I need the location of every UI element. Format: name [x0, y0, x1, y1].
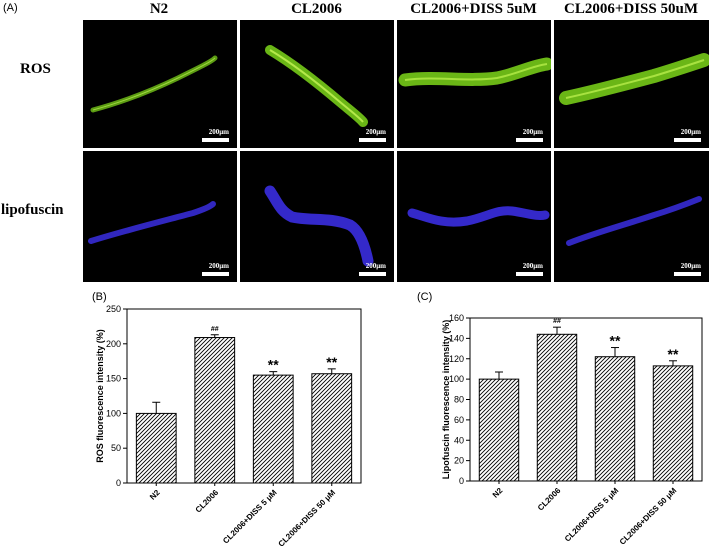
column-header-diss-5: CL2006+DISS 5uM — [410, 1, 537, 17]
image-ros-n2: 200μm — [83, 20, 237, 148]
ros-bar — [311, 373, 353, 484]
ros-bar — [194, 337, 236, 484]
ros-x-tick-label: CL2006 — [194, 488, 221, 515]
microscopy-grid: 200μm 200μm 200μm 200μm 200μm — [83, 20, 709, 282]
row-header-ros: ROS — [20, 61, 51, 77]
ros-y-tick-label: 150 — [106, 374, 121, 384]
ros-bar-chart: (B) 0 50 100 150 200 250 ROS fluorescence inten… — [90, 288, 370, 549]
lipofuscin-bar — [536, 333, 578, 482]
lipofuscin-significance-mark: ** — [668, 346, 679, 362]
lipofuscin-y-tick-label: 160 — [449, 313, 464, 323]
column-header-n2: N2 — [149, 1, 169, 17]
ros-y-tick-label: 0 — [116, 478, 121, 488]
image-lipofuscin-diss-5: 200μm — [397, 151, 551, 282]
ros-y-tick-label: 200 — [106, 339, 121, 349]
panel-a-label: (A) — [3, 2, 18, 14]
lipofuscin-x-tick-label: CL2006 — [536, 486, 563, 513]
ros-x-tick-label: CL2006+DISS 50 μM — [277, 488, 338, 547]
image-ros-diss-50: 200μm — [554, 20, 709, 148]
lipofuscin-y-tick-label: 60 — [454, 415, 464, 425]
lipofuscin-y-tick-label: 140 — [449, 333, 464, 343]
image-lipofuscin-n2: 200μm — [83, 151, 237, 282]
ros-y-tick-label: 50 — [111, 443, 121, 453]
lipofuscin-x-tick-label: N2 — [491, 486, 505, 500]
image-ros-diss-5: 200μm — [397, 20, 551, 148]
image-lipofuscin-cl2006: 200μm — [240, 151, 394, 282]
ros-significance-mark: ** — [268, 357, 279, 373]
image-lipofuscin-diss-50: 200μm — [554, 151, 709, 282]
scale-bar-label: 200μm — [522, 128, 543, 136]
ros-y-tick-label: 250 — [106, 304, 121, 314]
scale-bar — [674, 272, 701, 276]
scale-bar — [202, 138, 229, 142]
lipofuscin-significance-mark: ## — [553, 318, 561, 325]
scale-bar — [359, 272, 386, 276]
scale-bar — [359, 138, 386, 142]
lipofuscin-bar-chart: (C) 0 20 40 60 80 100 120 140 160 Lipofuscin fluor… — [415, 288, 709, 547]
scale-bar-label: 200μm — [365, 262, 386, 270]
lipofuscin-y-tick-label: 20 — [454, 456, 464, 466]
ros-x-tick-label: N2 — [148, 488, 162, 502]
column-header-diss-50: CL2006+DISS 50uM — [564, 1, 698, 17]
lipofuscin-significance-mark: ** — [610, 333, 621, 349]
row-header-lipofuscin: lipofuscin — [1, 202, 64, 218]
lipofuscin-y-tick-label: 100 — [449, 374, 464, 384]
lipofuscin-x-tick-label: CL2006+DISS 50 μM — [618, 486, 679, 547]
scale-bar-label: 200μm — [208, 262, 229, 270]
lipofuscin-bar — [594, 356, 636, 482]
scale-bar-label: 200μm — [680, 128, 701, 136]
lipofuscin-y-tick-label: 80 — [454, 395, 464, 405]
ros-y-tick-label: 100 — [106, 408, 121, 418]
lipofuscin-bar — [478, 378, 520, 482]
ros-significance-mark: ## — [211, 326, 219, 333]
image-ros-cl2006: 200μm — [240, 20, 394, 148]
scale-bar — [516, 138, 543, 142]
scale-bar — [674, 138, 701, 142]
scale-bar-label: 200μm — [680, 262, 701, 270]
lipofuscin-bar — [652, 365, 694, 482]
ros-plot-frame — [126, 308, 362, 484]
lipofuscin-y-axis-label: Lipofuscin fluorescence intensity (%) — [441, 320, 451, 480]
lipofuscin-panel-label: (C) — [417, 291, 432, 303]
ros-significance-mark: ** — [326, 354, 337, 370]
scale-bar — [516, 272, 543, 276]
ros-bar — [135, 412, 177, 484]
scale-bar-label: 200μm — [208, 128, 229, 136]
lipofuscin-y-tick-label: 40 — [454, 435, 464, 445]
ros-y-axis-label: ROS fluorescence intensity (%) — [95, 329, 105, 463]
ros-chart-svg: (B) 0 50 100 150 200 250 ROS fluorescence inten… — [92, 291, 362, 549]
lipofuscin-y-tick-label: 120 — [449, 354, 464, 364]
lipofuscin-x-tick-label: CL2006+DISS 5 μM — [563, 486, 621, 544]
ros-panel-label: (B) — [92, 291, 107, 303]
ros-x-tick-label: CL2006+DISS 5 μM — [221, 488, 279, 546]
scale-bar-label: 200μm — [365, 128, 386, 136]
scale-bar-label: 200μm — [522, 262, 543, 270]
ros-bar — [252, 374, 294, 484]
lipofuscin-y-tick-label: 0 — [459, 476, 464, 486]
scale-bar — [202, 272, 229, 276]
column-header-cl2006: CL2006 — [291, 1, 342, 17]
